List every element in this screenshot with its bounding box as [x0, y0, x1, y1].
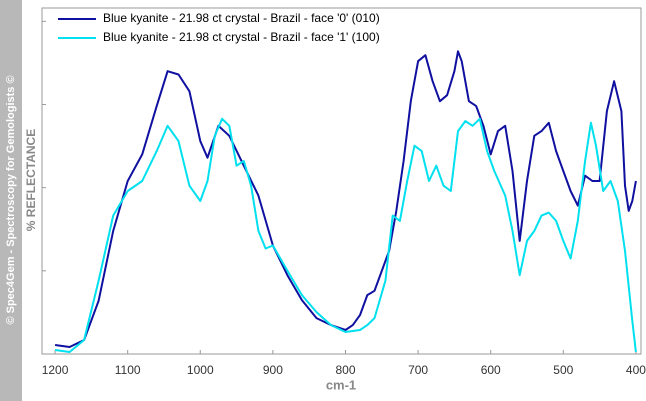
series-line	[54, 117, 637, 353]
series-line	[54, 50, 637, 348]
x-tick-label: 1100	[115, 363, 141, 377]
side-strip	[0, 0, 22, 401]
x-tick-label: 600	[481, 363, 501, 377]
x-tick-label: 800	[335, 363, 355, 377]
x-tick-label: 700	[408, 363, 428, 377]
x-tick-label: 1000	[187, 363, 214, 377]
x-tick-label: 400	[626, 363, 646, 377]
legend-label: Blue kyanite - 21.98 ct crystal - Brazil…	[103, 30, 380, 44]
watermark: © Spec4Gem - Spectroscopy for Gemologist…	[5, 75, 17, 324]
x-tick-label: 500	[553, 363, 573, 377]
y-axis-label: % REFLECTANCE	[24, 129, 38, 231]
x-tick-label: 900	[263, 363, 283, 377]
x-axis-label: cm-1	[326, 377, 356, 392]
plot-frame	[41, 7, 642, 355]
legend-label: Blue kyanite - 21.98 ct crystal - Brazil…	[103, 11, 380, 25]
x-tick-label: 1200	[42, 363, 69, 377]
